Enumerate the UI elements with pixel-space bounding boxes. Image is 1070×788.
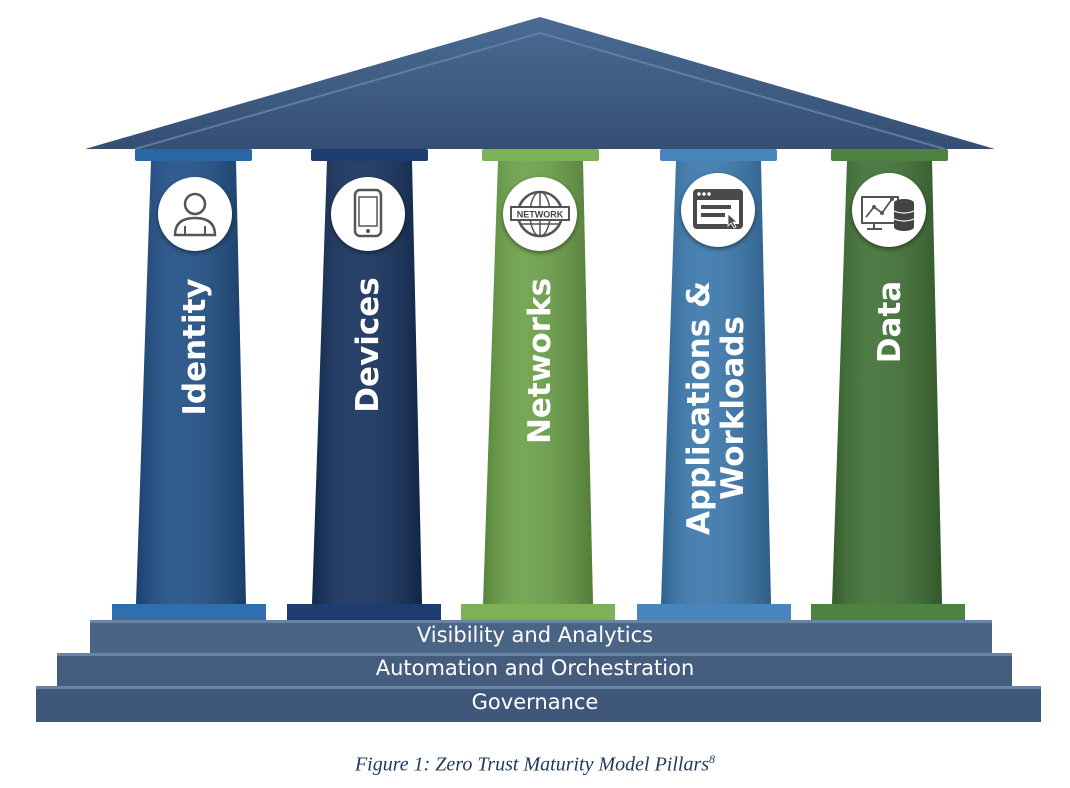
pillar-label-workloads: Workloads xyxy=(715,316,751,500)
step-governance xyxy=(36,686,1041,722)
temple-graphic xyxy=(36,17,1041,722)
pillar-label-networks: Networks xyxy=(522,277,558,445)
pillar-devices xyxy=(287,149,441,620)
roof-ridge-highlight xyxy=(134,31,946,150)
pillar-data xyxy=(811,149,965,620)
application-window-icon xyxy=(681,173,755,247)
pillar-label-applications: Applications & xyxy=(681,280,717,536)
user-icon xyxy=(158,177,232,251)
pillar-applications-workloads xyxy=(637,149,791,620)
mobile-device-icon xyxy=(331,177,405,251)
zero-trust-pillars-diagram: NETWORK Identi xyxy=(36,17,1041,722)
figure-caption: Figure 1: Zero Trust Maturity Model Pill… xyxy=(0,752,1070,777)
pillar-identity xyxy=(112,149,266,620)
caption-text: Figure 1: Zero Trust Maturity Model Pill… xyxy=(354,753,710,776)
pillar-label-data: Data xyxy=(872,280,908,364)
pillar-networks xyxy=(461,149,615,620)
pillar-label-devices: Devices xyxy=(350,277,386,413)
data-analytics-icon xyxy=(852,173,926,247)
pillar-label-applications-workloads: Applications & Workloads xyxy=(681,280,751,536)
step-label-automation-orchestration: Automation and Orchestration xyxy=(375,656,695,680)
step-visibility-analytics xyxy=(90,620,992,653)
step-label-governance: Governance xyxy=(471,690,599,714)
step-automation-orchestration xyxy=(57,653,1012,686)
step-label-visibility-analytics: Visibility and Analytics xyxy=(416,623,654,647)
network-globe-icon: NETWORK xyxy=(503,177,577,251)
pillar-label-identity: Identity xyxy=(177,278,213,416)
caption-footnote: 8 xyxy=(709,752,716,766)
roof xyxy=(85,17,995,149)
network-icon-text: NETWORK xyxy=(517,210,564,220)
